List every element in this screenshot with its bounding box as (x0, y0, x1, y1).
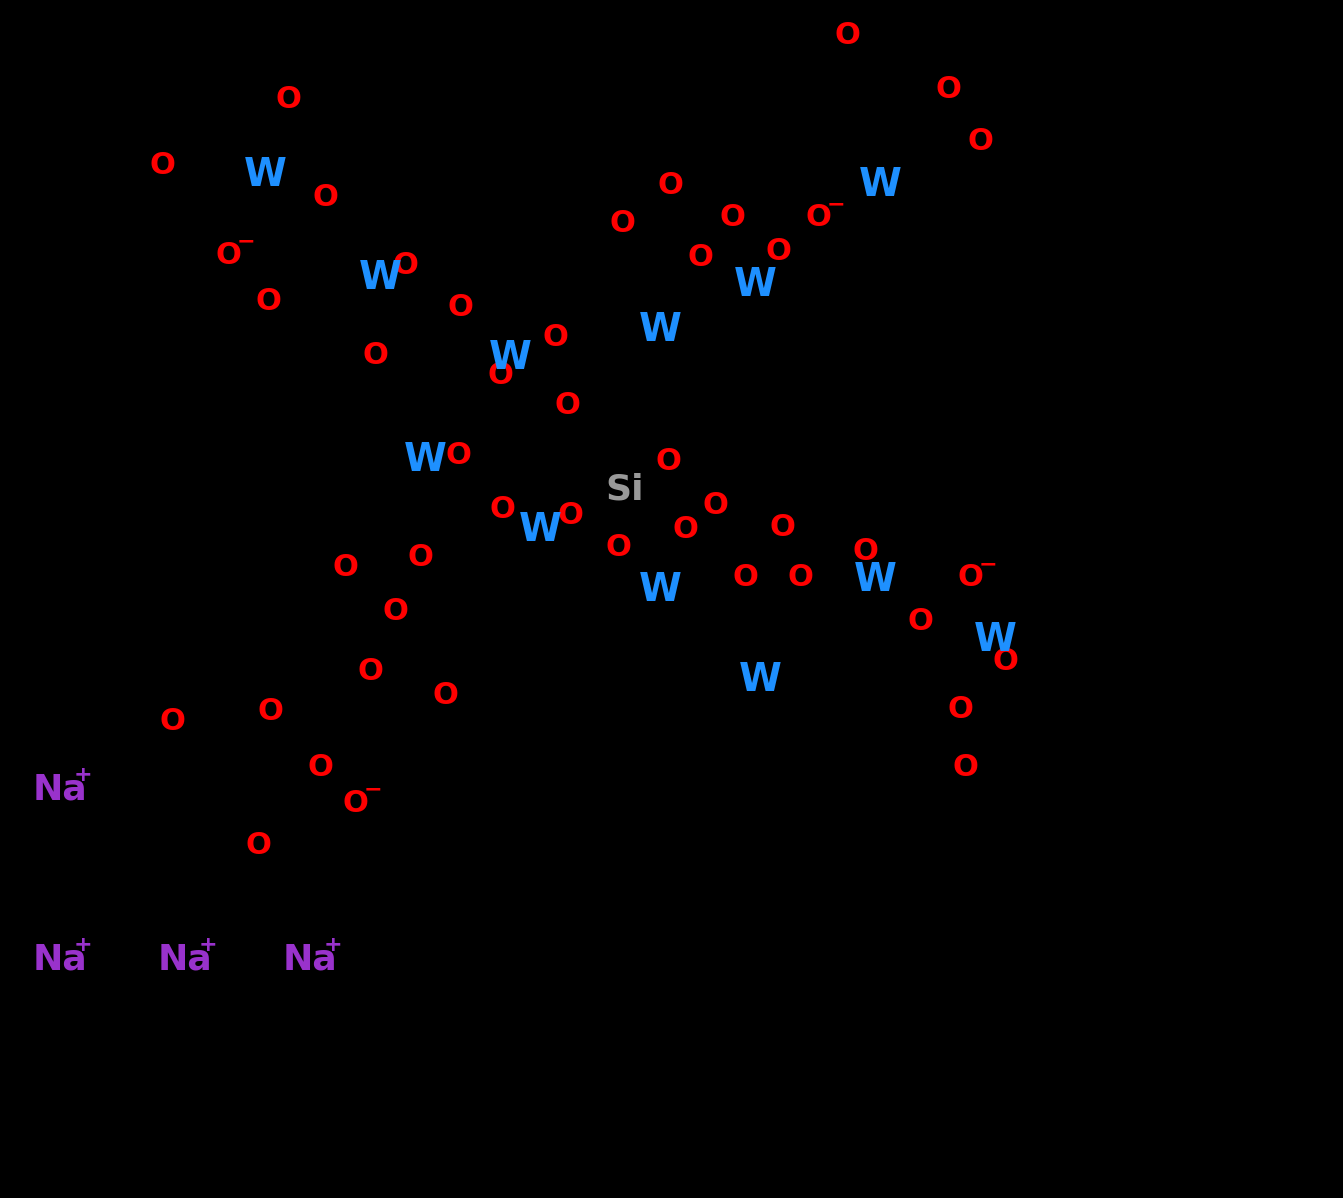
Text: +: + (74, 934, 93, 955)
Text: W: W (739, 661, 782, 698)
Text: W: W (403, 441, 446, 479)
Text: −: − (827, 194, 845, 214)
Text: O: O (357, 658, 383, 686)
Text: Na: Na (32, 943, 87, 978)
Text: O: O (719, 204, 745, 232)
Text: O: O (363, 340, 388, 369)
Text: W: W (858, 167, 901, 204)
Text: O: O (732, 563, 757, 593)
Text: O: O (257, 697, 283, 726)
Text: O: O (489, 496, 514, 525)
Text: O: O (244, 830, 271, 859)
Text: W: W (243, 156, 286, 194)
Text: O: O (555, 391, 580, 419)
Text: −: − (236, 231, 255, 252)
Text: O: O (557, 501, 583, 530)
Text: O: O (445, 441, 471, 470)
Text: O: O (447, 294, 473, 322)
Text: O: O (851, 538, 878, 567)
Text: O: O (992, 647, 1018, 677)
Text: O: O (958, 563, 983, 593)
Text: W: W (854, 561, 896, 599)
Text: W: W (489, 339, 532, 377)
Text: W: W (638, 571, 681, 609)
Text: W: W (638, 311, 681, 349)
Text: Na: Na (157, 943, 212, 978)
Text: O: O (488, 361, 513, 389)
Text: O: O (312, 183, 338, 212)
Text: O: O (834, 20, 860, 49)
Text: Na: Na (32, 773, 87, 807)
Text: O: O (275, 85, 301, 115)
Text: +: + (324, 934, 342, 955)
Text: O: O (255, 288, 281, 316)
Text: O: O (935, 75, 962, 104)
Text: W: W (518, 512, 561, 549)
Text: O: O (770, 514, 795, 543)
Text: −: − (979, 553, 998, 574)
Text: O: O (655, 448, 681, 477)
Text: O: O (610, 208, 635, 237)
Text: O: O (907, 607, 933, 636)
Text: O: O (407, 544, 432, 573)
Text: O: O (392, 250, 418, 279)
Text: O: O (787, 563, 813, 593)
Text: O: O (947, 696, 972, 725)
Text: O: O (158, 708, 185, 737)
Text: O: O (308, 754, 333, 782)
Text: O: O (606, 533, 631, 563)
Text: O: O (381, 598, 408, 627)
Text: O: O (543, 323, 568, 352)
Text: W: W (359, 259, 402, 297)
Text: O: O (342, 788, 368, 817)
Text: O: O (967, 127, 992, 157)
Text: Na: Na (282, 943, 337, 978)
Text: O: O (804, 204, 831, 232)
Text: O: O (952, 754, 978, 782)
Text: O: O (332, 553, 359, 582)
Text: +: + (74, 766, 93, 785)
Text: O: O (766, 237, 791, 266)
Text: W: W (974, 621, 1017, 659)
Text: O: O (215, 241, 240, 270)
Text: O: O (702, 490, 728, 520)
Text: O: O (672, 515, 698, 545)
Text: Si: Si (606, 473, 645, 507)
Text: O: O (149, 151, 175, 180)
Text: O: O (688, 243, 713, 272)
Text: W: W (733, 266, 776, 304)
Text: −: − (364, 779, 383, 799)
Text: O: O (432, 680, 458, 709)
Text: +: + (199, 934, 218, 955)
Text: O: O (657, 170, 684, 200)
